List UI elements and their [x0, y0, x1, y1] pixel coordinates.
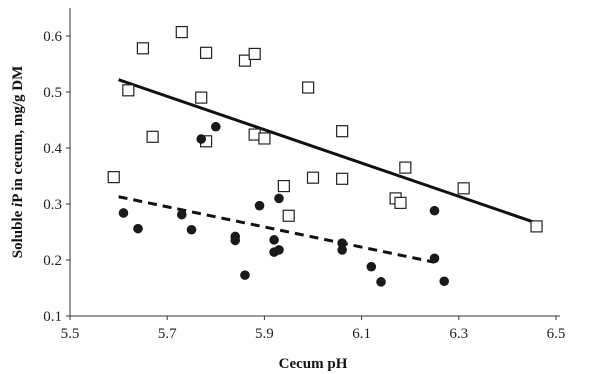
x-tick-labels: 5.5 5.7 5.9 6.1 6.3 6.5 [61, 316, 566, 342]
data-point-square [457, 182, 470, 195]
x-axis-title: Cecum pH [279, 356, 348, 372]
data-point-circle [211, 121, 221, 132]
trendlines [118, 78, 538, 264]
data-point-circle [196, 134, 207, 144]
x-tick-label: 6.5 [547, 326, 566, 342]
data-point-square [136, 42, 149, 55]
data-point-square [107, 171, 120, 184]
data-point-circle [240, 270, 250, 280]
y-tick-label: 0.4 [43, 141, 62, 157]
data-point-square [199, 46, 213, 59]
data-point-circle [439, 276, 450, 287]
y-tick-label: 0.1 [43, 309, 62, 325]
data-point-circle [429, 205, 440, 216]
data-point-circle [269, 235, 279, 245]
y-tick-label: 0.5 [43, 85, 62, 101]
data-point-square [530, 220, 543, 233]
y-tick-label: 0.6 [43, 29, 62, 45]
data-point-circle [133, 223, 143, 234]
y-axis-title: Soluble iP in cecum, mg/g DM [10, 66, 26, 259]
data-point-square [336, 172, 349, 185]
data-point-circle [230, 231, 241, 242]
data-point-circle [274, 193, 284, 204]
data-point-circle [376, 277, 386, 287]
data-point-square [248, 47, 261, 61]
trendline-series-1 [118, 78, 538, 225]
data-point-circle [366, 261, 377, 272]
y-axis-title-part-2: i [10, 202, 26, 207]
data-point-circle [429, 253, 440, 264]
data-point-circle [118, 208, 129, 218]
data-point-square [175, 25, 188, 39]
trendline-series-2 [118, 195, 435, 264]
data-point-circle [274, 245, 284, 255]
data-points [107, 25, 543, 287]
data-point-square [394, 196, 407, 209]
x-tick-label: 5.5 [61, 326, 80, 342]
y-tick-labels: 0.1 0.2 0.3 0.4 0.5 0.6 [43, 29, 70, 325]
data-point-square [336, 125, 349, 138]
data-point-circle [337, 238, 347, 248]
x-tick-label: 5.9 [255, 326, 274, 342]
data-point-square [277, 179, 290, 193]
data-point-square [399, 161, 412, 174]
y-axis-title-part-3: P in cecum, mg/g DM [10, 66, 26, 203]
data-point-square [195, 91, 208, 104]
data-point-square [146, 130, 159, 143]
x-tick-label: 6.3 [449, 326, 468, 342]
data-point-square [258, 132, 271, 145]
y-tick-label: 0.2 [43, 253, 62, 269]
data-point-circle [254, 200, 265, 211]
data-point-square [122, 84, 135, 97]
y-axis-title-part-1: Soluble [10, 207, 26, 258]
data-point-circle [176, 209, 187, 220]
data-point-circle [186, 224, 197, 235]
data-point-square [306, 171, 320, 184]
x-tick-label: 5.7 [158, 326, 177, 342]
data-point-square [302, 81, 315, 94]
data-point-square [238, 54, 252, 67]
axes [69, 8, 560, 317]
data-point-circle [337, 245, 347, 255]
y-tick-label: 0.3 [43, 197, 62, 213]
x-tick-label: 6.1 [352, 326, 371, 342]
data-point-square [282, 209, 295, 222]
